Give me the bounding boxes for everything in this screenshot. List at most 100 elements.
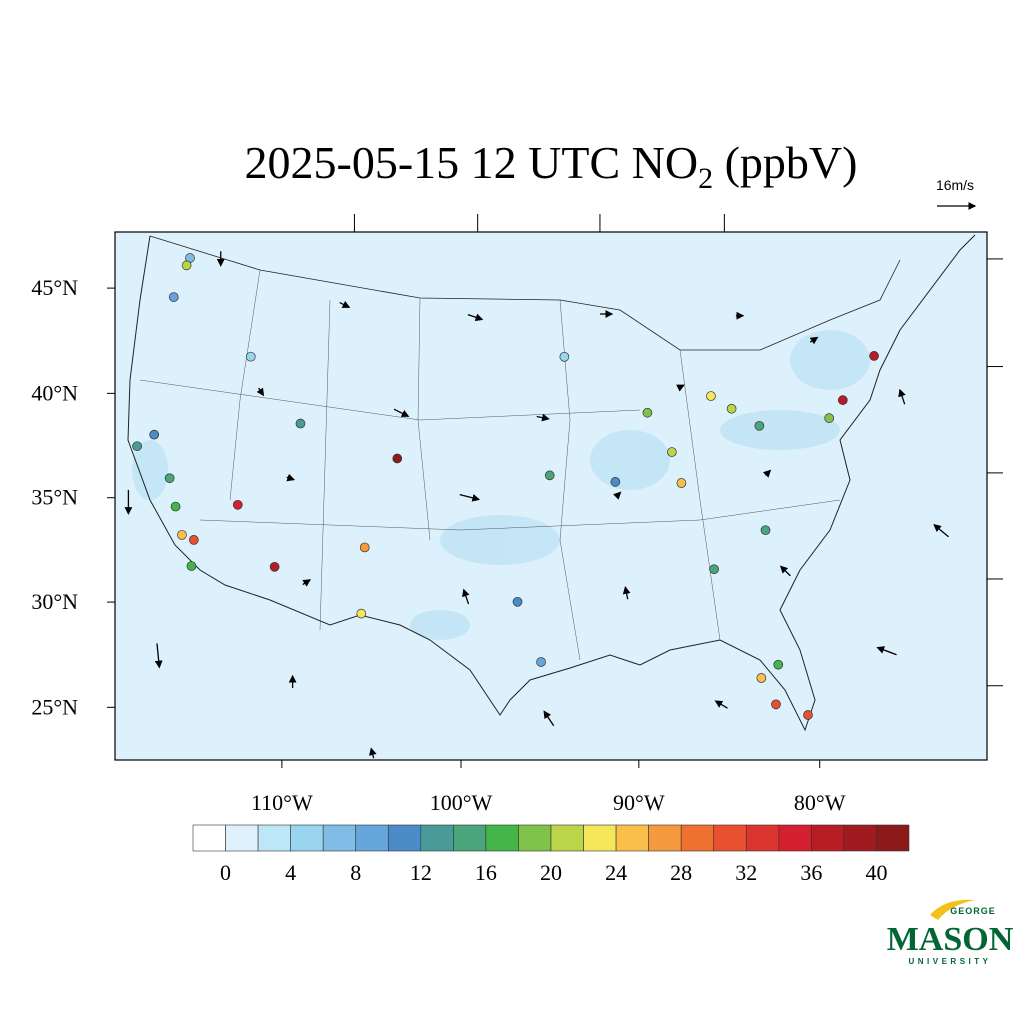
colorbar-box [420,824,454,852]
station [771,699,781,710]
logo-main: MASON [887,921,1014,958]
station [512,596,523,607]
wind-arrow [536,413,550,422]
wind-arrow [393,408,410,417]
colorbar-box [876,824,910,852]
colorbar-box [713,824,747,852]
wind-arrow [286,473,296,482]
wind-arrow [613,491,622,500]
colorbar-box [615,824,649,852]
title: 2025-05-15 12 UTC NO2 (ppbV) [245,137,858,195]
wind-arrow [714,700,728,709]
axes: 45°N 40°N 35°N 30°N 25°N 110°W 100°W 90°W 80°W [31,214,1003,815]
colorbar-box [843,824,877,852]
wind-arrow [369,747,377,759]
title-suffix: (ppbV) [713,137,857,188]
station [359,542,370,553]
wind-arrow [676,384,685,392]
station [356,608,367,619]
colorbar: 0 4 8 12 16 20 24 28 32 36 40 [192,824,910,885]
colorbar-box [811,824,845,852]
logo-bottom: UNIVERSITY [908,957,991,966]
colorbar-tick-label: 24 [605,860,627,885]
map-content [124,234,976,759]
station [269,562,280,572]
colorbar-box [192,824,226,852]
colorbar-box [355,824,389,852]
colorbar-box [550,824,584,852]
colorbar-tick-label: 12 [410,860,432,885]
map-background [115,232,987,760]
wind-arrow [462,588,470,605]
station [170,501,181,512]
colorbar-box [680,824,715,852]
colorbar-tick-label: 0 [220,860,231,885]
wind-arrow [876,646,897,656]
colorbar-box [648,824,682,852]
wind-vectors [124,251,949,759]
colorbar-box [387,824,422,852]
colorbar-box [257,824,291,852]
station [869,351,879,361]
colorbar-box [453,824,487,852]
coastline [127,234,976,732]
reference-vector-label: 16m/s [936,177,974,193]
logo: GEORGE MASON UNIVERSITY [887,899,1014,966]
station [181,260,192,271]
station [709,564,719,575]
station [245,351,256,362]
station [837,395,848,405]
lat-tick-label: 25°N [31,694,78,719]
station [164,473,175,484]
station [803,710,813,720]
station [726,403,737,414]
colorbar-tick-label: 8 [350,860,361,885]
wind-arrow [809,336,819,345]
colorbar-tick-label: 32 [735,860,757,885]
station [392,453,403,464]
wind-arrow [933,524,949,538]
colorbar-box [322,824,357,852]
colorbar-tick-label: 36 [800,860,822,885]
station [186,561,197,571]
logo-top: GEORGE [950,906,996,916]
lat-tick-label: 30°N [31,589,78,614]
station [544,470,555,481]
station [706,391,716,401]
wind-arrow [762,469,772,478]
colorbar-box [745,824,780,852]
station [676,478,687,488]
wind-arrow [898,388,906,405]
wind-arrow [543,710,555,727]
wind-arrow [302,579,311,587]
logo-swoosh [930,899,975,920]
station [754,420,765,431]
station [642,407,653,418]
station [559,352,570,362]
wind-arrow [154,643,163,669]
station [132,441,142,452]
station [773,659,784,670]
colorbar-box [290,824,324,852]
colorbar-tick-label: 40 [865,860,887,885]
station [168,292,179,302]
wind-arrow [467,313,484,322]
station [232,499,243,510]
colorbar-tick-label: 20 [540,860,562,885]
title-text: 2025-05-15 12 UTC NO [245,137,699,188]
lon-tick-label: 110°W [251,790,313,815]
station [824,413,835,423]
colorbar-tick-label: 16 [475,860,497,885]
station [177,530,187,540]
station [149,429,160,440]
title-subscript: 2 [698,162,713,195]
map-frame [114,231,988,761]
wind-arrow [459,494,481,502]
station [667,447,677,457]
lat-tick-label: 40°N [31,380,78,405]
lon-tick-label: 80°W [794,790,846,815]
lat-tick-label: 45°N [31,275,78,300]
wind-arrow [256,387,265,397]
colorbar-box [518,824,552,852]
